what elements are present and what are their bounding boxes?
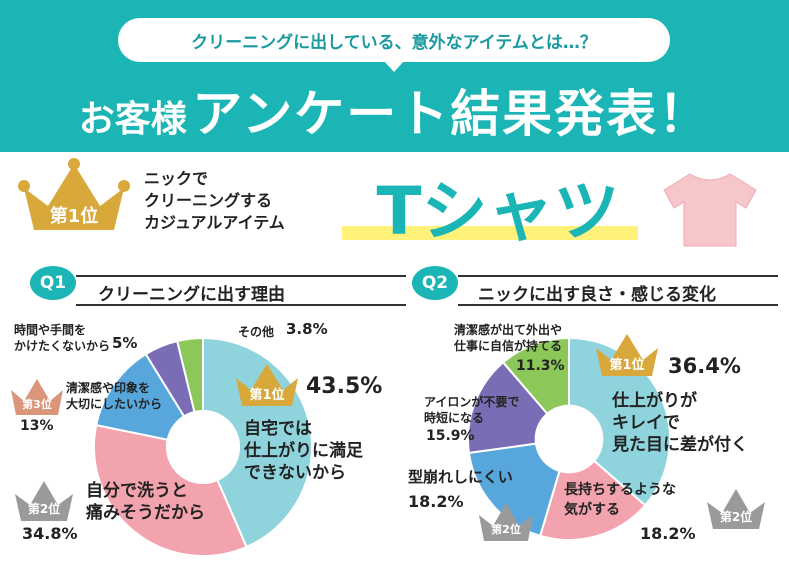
q2-rank2b-text: 第2位 [491,523,521,536]
question-text: クリーニングに出している、意外なアイテムとは…？ [191,32,597,53]
q2-title: ニックに出す良さ・感じる変化 [478,285,716,305]
q2-percent-3: 18.2% [408,492,464,511]
q1-percent-1: 43.5% [306,374,383,399]
q1-label-3: 清潔感や印象を 大切にしたいから [66,381,163,411]
q2-percent-5: 11.3% [516,358,565,374]
q1-divider-bottom [76,304,406,306]
q2-percent-1: 36.4% [668,354,741,378]
q1-label-1: 自宅では 仕上がりに満足 できないから [244,419,363,483]
q2-rank1-text: 第1位 [609,358,645,373]
q1-percent-3: 13% [20,418,54,434]
q1-rank3-text: 第3位 [22,398,52,411]
q2-rank2b-crown-icon: 第2位 [476,500,536,544]
question-pill: クリーニングに出している、意外なアイテムとは…？ [118,18,670,72]
q1-label-time: 時間や手間を かけたくないから [14,323,111,353]
q2-slice-3 [467,437,571,538]
rank1-item: Tシャツ [376,173,620,250]
q2-label-2: 長持ちするような 気がする [564,482,676,518]
q2-rank2a-text: 第2位 [719,510,753,524]
q1-donut-hole [165,409,241,485]
tshirt-icon [660,168,760,252]
q2-divider [458,275,778,277]
q1-donut-chart [93,336,313,557]
rank1-crown-icon: 第1位 [18,158,130,238]
q1-label-other: その他 [238,325,275,339]
q1-percent-time: 5% [112,334,138,352]
q2-slice-1 [568,336,671,507]
q1-percent-2: 34.8% [22,524,78,543]
q2-percent-2: 18.2% [640,524,696,543]
highlight-underline [342,226,638,240]
header-banner: クリーニングに出している、意外なアイテムとは…？ お客様 アンケート結果発表！ [0,0,789,152]
q1-rank2-crown-icon: 第2位 [12,478,76,524]
title-small: お客様 [78,99,187,140]
q2-donut-chart [467,336,671,541]
q2-label-4: アイロンが不要で 時短になる [424,395,520,425]
q1-rank3-crown-icon: 第3位 [8,376,66,418]
q1-badge: Q1 [30,266,76,300]
q1-rank1-crown-icon: 第1位 [232,360,302,410]
q1-rank1-text: 第1位 [249,388,285,403]
q2-percent-4: 15.9% [426,428,475,444]
page-title: お客様 アンケート結果発表！ [0,74,789,146]
rank1-description: ニックで クリーニングする カジュアルアイテム [144,169,285,232]
q2-badge: Q2 [412,266,458,300]
title-big: アンケート結果発表！ [192,85,711,143]
q1-label-2: 自分で洗うと 痛みそうだから [86,481,205,523]
q1-title: クリーニングに出す理由 [98,285,285,305]
q1-divider [76,275,406,277]
q2-divider-bottom [458,304,778,306]
q2-label-5: 清潔感が出て外出や 仕事に自信が持てる [454,323,563,353]
rank1-badge-text: 第1位 [49,206,99,227]
q1-rank2-text: 第2位 [27,502,61,516]
q2-donut-hole [534,404,604,474]
q1-slice-2 [93,423,248,557]
q1-percent-other: 3.8% [286,320,328,338]
q2-rank1-crown-icon: 第1位 [592,330,662,380]
q2-label-1: 仕上がりが キレイで 見た目に差が付く [612,391,748,455]
q2-label-3: 型崩れしにくい [408,468,513,486]
q2-rank2a-crown-icon: 第2位 [704,486,768,532]
